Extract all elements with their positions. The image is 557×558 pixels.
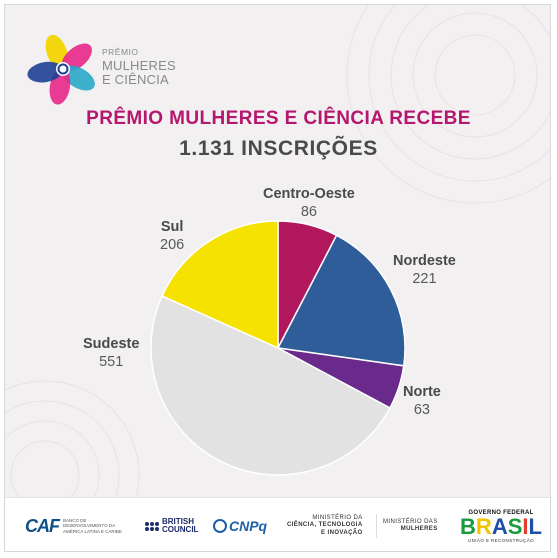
mcti-logo: MINISTÉRIO DA CIÊNCIA, TECNOLOGIA E INOV… bbox=[287, 498, 363, 551]
pie-slice-sudeste bbox=[150, 294, 391, 476]
slice-label-nordeste: Nordeste 221 bbox=[393, 252, 456, 288]
british-council-logo: BRITISH COUNCIL bbox=[145, 498, 199, 551]
caf-logo: CAF BANCO DE DESENVOLVIMENTO DA AMÉRICA … bbox=[25, 498, 125, 551]
slice-label-value: 551 bbox=[99, 354, 124, 370]
pie-chart bbox=[150, 220, 406, 476]
slice-label-name: Norte bbox=[403, 384, 441, 400]
slice-label-centro-oeste: Centro-Oeste 86 bbox=[263, 185, 355, 221]
cnpq-wordmark: CNPq bbox=[229, 518, 268, 534]
pie-slice-nordeste bbox=[276, 234, 406, 367]
governo-federal-logo: GOVERNO FEDERAL BRASIL UNIÃO E RECONSTRU… bbox=[459, 498, 543, 551]
slice-label-name: Nordeste bbox=[393, 253, 456, 269]
gov-brasil-wordmark: BRASIL bbox=[460, 513, 542, 539]
british-council-dots-icon bbox=[145, 521, 159, 531]
mulheres-line1: MINISTÉRIO DAS bbox=[383, 518, 438, 525]
premio-flower-logo bbox=[27, 34, 95, 105]
gov-bottom-text: UNIÃO E RECONSTRUÇÃO bbox=[467, 537, 534, 543]
decorative-circles bbox=[5, 5, 550, 551]
cnpq-icon bbox=[213, 519, 227, 533]
logo-line-mulheres: MULHERES bbox=[102, 58, 176, 73]
sponsor-footer: CAF BANCO DE DESENVOLVIMENTO DA AMÉRICA … bbox=[5, 497, 550, 551]
cnpq-logo: CNPq bbox=[213, 498, 268, 551]
slice-label-name: Sul bbox=[160, 219, 184, 235]
slice-label-value: 63 bbox=[413, 402, 430, 418]
infographic-card: PRÊMIO MULHERES E CIÊNCIA PRÊMIO MULHERE… bbox=[4, 4, 551, 552]
slice-label-norte: Norte 63 bbox=[403, 383, 441, 419]
caf-description: BANCO DE DESENVOLVIMENTO DA AMÉRICA LATI… bbox=[63, 517, 122, 534]
gov-top-text: GOVERNO FEDERAL bbox=[468, 509, 534, 516]
headline: PRÊMIO MULHERES E CIÊNCIA RECEBE bbox=[86, 108, 471, 129]
british-council-line2: COUNCIL bbox=[162, 525, 199, 534]
slice-label-name: Sudeste bbox=[83, 336, 140, 352]
logo-line-premio: PRÊMIO bbox=[102, 47, 139, 57]
logo-wordmark: PRÊMIO MULHERES E CIÊNCIA bbox=[102, 45, 176, 87]
british-council-line1: BRITISH bbox=[162, 516, 194, 526]
pie-slice-sul bbox=[161, 220, 279, 350]
ministerio-mulheres-logo: MINISTÉRIO DAS MULHERES bbox=[383, 498, 438, 551]
logo-line-ciencia: E CIÊNCIA bbox=[102, 72, 169, 87]
mcti-line1: MINISTÉRIO DA bbox=[312, 514, 363, 521]
slice-label-sul: Sul 206 bbox=[160, 218, 184, 254]
mcti-line3: E INOVAÇÃO bbox=[321, 529, 363, 536]
slice-label-value: 86 bbox=[300, 204, 317, 220]
slice-label-value: 221 bbox=[412, 271, 437, 287]
mulheres-line2: MULHERES bbox=[400, 526, 438, 532]
caf-wordmark: CAF bbox=[25, 515, 60, 536]
slice-label-sudeste: Sudeste 551 bbox=[83, 335, 139, 371]
slice-label-name: Centro-Oeste bbox=[263, 186, 355, 202]
mcti-line2: CIÊNCIA, TECNOLOGIA bbox=[287, 522, 363, 529]
slice-label-value: 206 bbox=[160, 237, 185, 253]
subheadline: 1.131 INSCRIÇÕES bbox=[179, 137, 378, 160]
